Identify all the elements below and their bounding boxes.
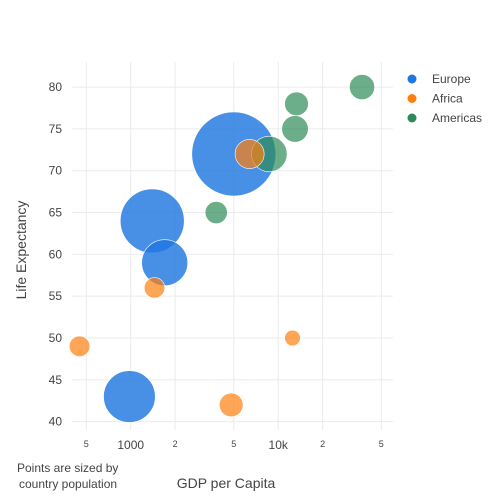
data-point-africa <box>234 139 265 169</box>
data-point-europe <box>103 370 156 423</box>
data-point-americas <box>284 91 309 116</box>
legend-item-africa[interactable]: Africa <box>407 92 464 106</box>
y-tick-label: 50 <box>49 331 63 345</box>
y-tick-label: 75 <box>49 122 63 136</box>
y-tick-label: 55 <box>49 289 63 303</box>
data-point-europe <box>141 239 188 287</box>
x-minor-tick-label: 2 <box>173 439 178 449</box>
annotation-line-1: Points are sized by <box>17 461 119 475</box>
y-axis-title: Life Expectancy <box>13 201 29 300</box>
data-points <box>68 74 375 423</box>
y-tick-label: 70 <box>49 164 63 178</box>
legend[interactable]: Europe Africa Americas <box>407 72 483 125</box>
x-minor-tick-label: 5 <box>231 439 236 449</box>
axes: 40 45 50 55 60 65 70 75 80 1000 10k 5 2 5 2 5 <box>49 80 384 452</box>
x-axis-title: GDP per Capita <box>177 475 276 491</box>
data-point-africa <box>284 329 301 347</box>
legend-marker <box>407 94 417 103</box>
y-tick-label: 65 <box>49 206 63 220</box>
data-point-americas <box>349 74 375 100</box>
y-tick-label: 80 <box>49 80 63 94</box>
x-minor-tick-label: 5 <box>84 439 89 449</box>
data-point-africa <box>219 392 244 418</box>
legend-marker <box>407 74 417 84</box>
size-annotation: Points are sized by country population <box>17 460 118 492</box>
legend-label: Europe <box>432 72 471 86</box>
legend-label: Africa <box>432 92 463 106</box>
data-point-africa <box>143 277 166 299</box>
data-point-americas <box>281 115 309 143</box>
legend-marker <box>407 113 417 123</box>
data-point-americas <box>204 201 228 224</box>
annotation-line-2: country population <box>19 477 118 491</box>
x-minor-tick-label: 5 <box>379 439 384 449</box>
y-tick-label: 45 <box>49 373 63 387</box>
legend-item-europe[interactable]: Europe <box>407 72 472 86</box>
legend-label: Americas <box>432 111 482 125</box>
legend-item-americas[interactable]: Americas <box>407 111 483 125</box>
x-tick-label: 10k <box>269 438 289 452</box>
y-tick-label: 40 <box>49 415 63 429</box>
x-minor-tick-label: 2 <box>320 439 325 449</box>
data-point-africa <box>68 335 91 357</box>
y-tick-label: 60 <box>49 247 63 261</box>
x-tick-label: 1000 <box>117 438 144 452</box>
